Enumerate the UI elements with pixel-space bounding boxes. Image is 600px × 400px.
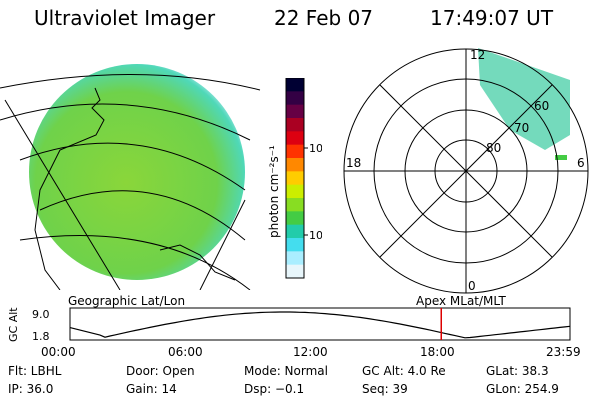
colorbar-stripe [286,131,304,146]
colorbar-stripe [286,91,304,106]
time-label: 17:49:07 UT [430,6,554,30]
colorbar-label: photon cm⁻²s⁻¹ [267,145,281,238]
polar-label-12: 12 [470,48,485,62]
date-label: 22 Feb 07 [274,6,374,30]
colorbar-stripe [286,144,304,159]
colorbar-stripe [286,78,304,92]
colorbar-tick-10: 10 [309,229,322,242]
colorbar-tick-100: 100 [309,142,322,155]
colorbar-stripe [286,224,304,239]
geographic-label: Geographic Lat/Lon [68,294,186,308]
earth-disk [29,64,245,280]
x-tick-0000: 00:00 [41,345,76,359]
aurora-spot [555,155,567,160]
dsp-info: Dsp: −0.1 [244,382,305,396]
lat-label-80: 80 [486,141,501,155]
colorbar: 100 10 photon cm⁻²s⁻¹ [267,78,322,279]
colorbar-stripe [286,158,304,172]
colorbar-stripe [286,171,304,186]
gain-info: Gain: 14 [126,382,177,396]
filter-info: Flt: LBHL [8,364,62,378]
lat-label-60: 60 [534,99,549,113]
glon-info: GLon: 254.9 [486,382,559,396]
altitude-axis-label: GC Alt [7,307,20,342]
polar-plot: 12 18 6 0 60 70 80 [343,48,589,294]
ip-info: IP: 36.0 [8,382,54,396]
colorbar-stripe [286,184,304,199]
colorbar-stripe [286,264,304,279]
app-title: Ultraviolet Imager [34,6,216,30]
colorbar-stripe [286,211,304,226]
polar-label-6: 6 [577,156,585,170]
colorbar-stripe [286,251,304,266]
x-tick-1200: 12:00 [293,345,328,359]
colorbar-stripe [286,118,304,132]
colorbar-stripe [286,104,304,119]
gc-alt-info: GC Alt: 4.0 Re [362,364,446,378]
mode-info: Mode: Normal [244,364,328,378]
polar-label-18: 18 [346,156,361,170]
polar-label-0: 0 [468,279,476,293]
x-tick-0600: 06:00 [168,345,203,359]
geographic-image [0,64,261,290]
lat-label-70: 70 [514,121,529,135]
x-tick-2359: 23:59 [546,345,581,359]
apex-label: Apex MLat/MLT [416,294,506,308]
alt-tick-9: 9.0 [32,308,50,321]
lat-lon-grid [0,73,261,290]
alt-tick-1-8: 1.8 [32,330,50,343]
glat-info: GLat: 38.3 [486,364,549,378]
door-info: Door: Open [126,364,195,378]
colorbar-stripe [286,198,304,212]
seq-info: Seq: 39 [362,382,408,396]
altitude-frame [69,307,571,341]
altitude-plot: GC Alt 9.0 1.8 00:00 06:00 12:00 18:00 2… [7,307,581,359]
x-tick-1800: 18:00 [420,345,455,359]
colorbar-stripe [286,238,304,252]
altitude-curve [69,311,571,339]
coastline [34,87,236,290]
